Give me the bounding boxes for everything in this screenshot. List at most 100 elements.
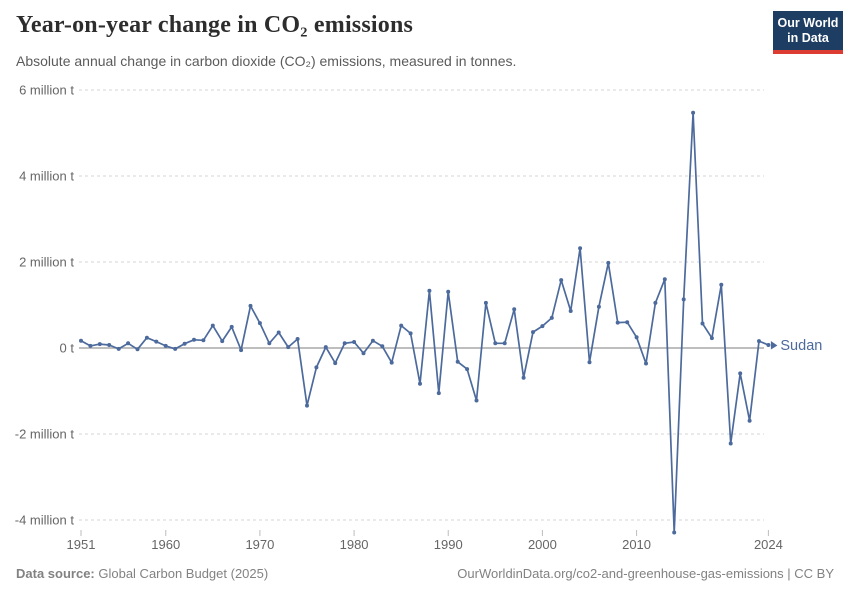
y-axis-tick-label: 6 million t	[19, 83, 74, 98]
data-point[interactable]	[220, 339, 225, 344]
data-point[interactable]	[286, 345, 291, 350]
data-point[interactable]	[144, 335, 149, 340]
x-axis-tick-label: 1960	[151, 537, 180, 552]
data-point[interactable]	[408, 331, 413, 336]
data-point[interactable]	[766, 343, 771, 347]
data-point[interactable]	[370, 338, 375, 343]
x-axis-tick-label: 1980	[340, 537, 369, 552]
data-point[interactable]	[728, 441, 733, 446]
chart-subtitle: Absolute annual change in carbon dioxide…	[16, 53, 517, 69]
data-point[interactable]	[625, 320, 630, 325]
owid-logo-line1: Our World	[777, 16, 839, 30]
data-point[interactable]	[418, 381, 422, 386]
data-point[interactable]	[116, 346, 121, 351]
data-point[interactable]	[465, 367, 470, 372]
data-point[interactable]	[493, 341, 498, 346]
data-point[interactable]	[446, 289, 451, 294]
chart-footer: Data source: Global Carbon Budget (2025)…	[16, 566, 834, 581]
data-point[interactable]	[88, 343, 93, 348]
data-point[interactable]	[719, 282, 724, 287]
data-point[interactable]	[700, 321, 705, 326]
data-point[interactable]	[427, 288, 432, 293]
data-point[interactable]	[531, 330, 535, 335]
data-point[interactable]	[173, 346, 178, 351]
data-point[interactable]	[549, 315, 554, 320]
data-point[interactable]	[587, 360, 592, 365]
y-axis-tick-label: 2 million t	[19, 255, 74, 270]
data-point[interactable]	[399, 323, 404, 328]
data-point[interactable]	[615, 320, 620, 325]
data-point[interactable]	[747, 418, 752, 423]
page-title: Year-on-year change in CO₂ emissions	[16, 12, 414, 38]
data-point[interactable]	[342, 341, 347, 346]
data-point[interactable]	[559, 278, 564, 283]
data-point[interactable]	[97, 342, 102, 347]
owid-logo-red-bar	[773, 50, 843, 54]
data-point[interactable]	[239, 348, 244, 353]
y-axis-tick-label: -4 million t	[15, 513, 75, 528]
x-axis-tick-label: 1970	[245, 537, 274, 552]
data-point[interactable]	[474, 398, 479, 403]
data-point[interactable]	[229, 324, 234, 329]
data-point[interactable]	[568, 309, 573, 313]
data-point[interactable]	[662, 277, 667, 282]
entity-label-sudan: Sudan	[780, 338, 822, 354]
data-point[interactable]	[182, 341, 187, 346]
data-point[interactable]	[389, 360, 394, 365]
data-point[interactable]	[210, 323, 215, 328]
data-point[interactable]	[483, 300, 488, 305]
y-axis-tick-label: -2 million t	[15, 427, 75, 442]
x-axis-tick-label: 2010	[622, 537, 651, 552]
data-point[interactable]	[644, 361, 648, 366]
data-point[interactable]	[596, 304, 601, 309]
x-axis-tick-label: 2024	[754, 537, 783, 552]
entity-label-arrow-icon	[770, 340, 778, 350]
data-point[interactable]	[512, 307, 517, 312]
data-source-value: Global Carbon Budget (2025)	[94, 566, 269, 581]
data-point[interactable]	[276, 330, 281, 335]
data-point[interactable]	[681, 297, 686, 302]
data-point[interactable]	[107, 343, 112, 347]
data-point[interactable]	[333, 361, 338, 366]
owid-logo-line2: in Data	[787, 31, 829, 45]
data-point[interactable]	[201, 338, 206, 343]
data-point[interactable]	[757, 339, 761, 344]
data-point[interactable]	[738, 371, 743, 376]
data-point[interactable]	[606, 260, 611, 265]
data-point[interactable]	[295, 337, 300, 341]
data-point[interactable]	[436, 391, 441, 396]
data-point[interactable]	[455, 359, 460, 364]
data-point[interactable]	[540, 324, 545, 329]
data-point[interactable]	[709, 336, 714, 341]
data-point[interactable]	[257, 321, 262, 326]
x-axis-tick-label: 1990	[434, 537, 463, 552]
data-point[interactable]	[323, 345, 328, 350]
data-point[interactable]	[135, 347, 140, 352]
data-point[interactable]	[672, 530, 677, 535]
data-point[interactable]	[314, 365, 319, 370]
data-point[interactable]	[578, 246, 583, 251]
x-axis-tick-label: 2000	[528, 537, 557, 552]
data-point[interactable]	[691, 110, 696, 115]
data-point[interactable]	[154, 339, 159, 344]
data-point[interactable]	[126, 341, 131, 346]
data-point[interactable]	[248, 303, 253, 308]
owid-logo: Our World in Data	[773, 11, 843, 54]
data-point[interactable]	[79, 338, 83, 343]
data-point[interactable]	[521, 375, 526, 380]
data-point[interactable]	[267, 341, 272, 346]
data-point[interactable]	[305, 403, 309, 408]
data-point[interactable]	[163, 343, 168, 348]
footer-citation-link[interactable]: OurWorldinData.org/co2-and-greenhouse-ga…	[457, 566, 834, 581]
data-point[interactable]	[361, 351, 366, 356]
data-point[interactable]	[192, 337, 196, 342]
data-point[interactable]	[653, 300, 658, 305]
data-point[interactable]	[634, 335, 639, 340]
y-axis-tick-label: 0 t	[60, 341, 75, 356]
data-point[interactable]	[380, 344, 385, 349]
data-point[interactable]	[352, 340, 357, 344]
data-line-sudan[interactable]	[80, 111, 770, 534]
data-point[interactable]	[502, 341, 507, 346]
data-source-label: Data source:	[16, 566, 95, 581]
